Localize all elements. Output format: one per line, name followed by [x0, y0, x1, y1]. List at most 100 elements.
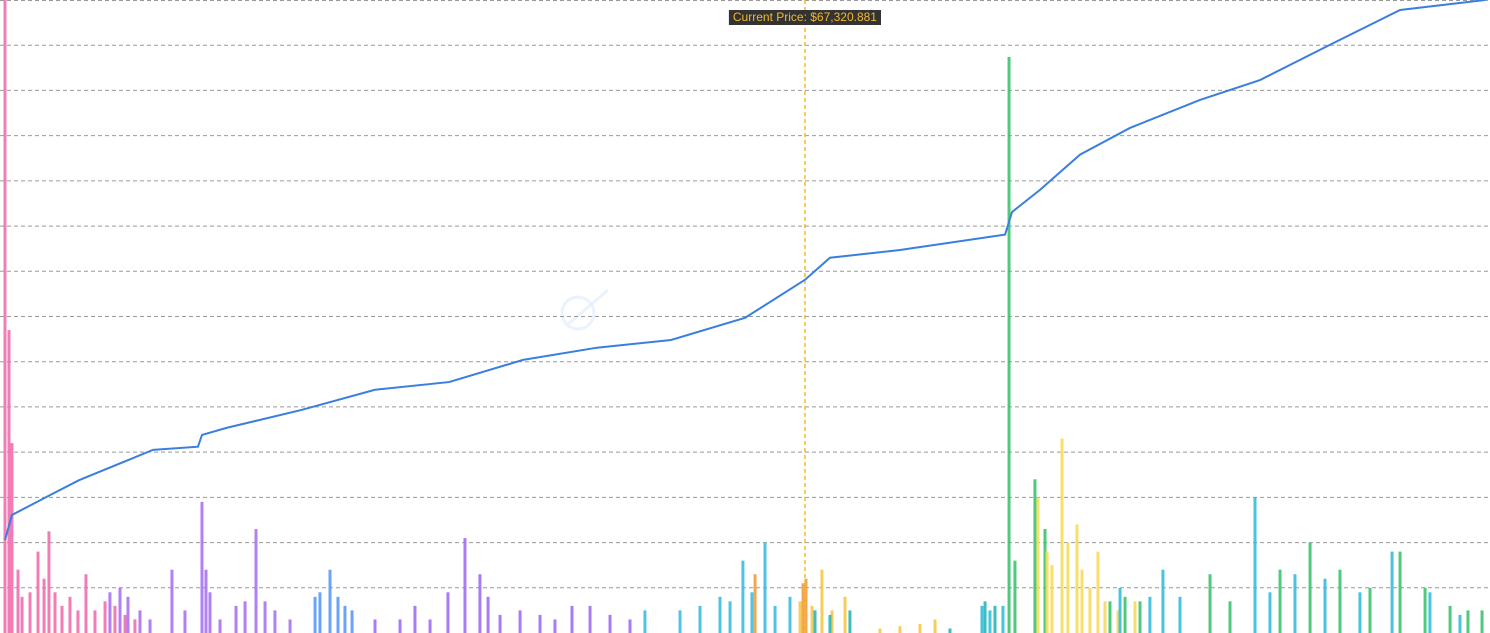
- bar: [343, 605, 347, 633]
- bar: [20, 596, 24, 633]
- bar: [1161, 569, 1165, 633]
- bar: [47, 531, 51, 633]
- bar: [36, 551, 40, 633]
- bar: [843, 596, 847, 633]
- bar: [1116, 610, 1120, 633]
- bar: [1080, 569, 1084, 633]
- bar: [60, 605, 64, 633]
- bar: [1208, 574, 1212, 633]
- bar: [608, 614, 612, 633]
- bar: [1466, 610, 1470, 633]
- bar: [788, 596, 792, 633]
- bar: [113, 605, 117, 633]
- cumulative-line: [4, 0, 1486, 541]
- bar: [10, 443, 14, 633]
- bar: [980, 605, 984, 633]
- bar: [263, 601, 267, 633]
- bar: [933, 619, 937, 633]
- bar: [763, 542, 767, 633]
- bar: [828, 614, 832, 633]
- bar: [1228, 601, 1232, 633]
- bar: [643, 610, 647, 633]
- bar: [538, 614, 542, 633]
- bar: [1293, 574, 1297, 633]
- bar: [413, 605, 417, 633]
- bar: [1060, 438, 1064, 633]
- bar: [3, 0, 7, 633]
- bar: [1323, 578, 1327, 633]
- bar: [1458, 614, 1462, 633]
- bar: [1075, 524, 1079, 633]
- bar: [804, 578, 808, 633]
- bar: [204, 569, 208, 633]
- bar: [988, 610, 992, 633]
- bar: [1103, 601, 1107, 633]
- bar: [1118, 587, 1122, 633]
- bar: [728, 601, 732, 633]
- bar: [170, 569, 174, 633]
- bar: [983, 601, 987, 633]
- bar: [1148, 596, 1152, 633]
- bar: [108, 592, 112, 633]
- bar: [373, 619, 377, 633]
- bar: [428, 619, 432, 633]
- bar: [1448, 605, 1452, 633]
- bar: [133, 619, 137, 633]
- bar: [1043, 529, 1047, 633]
- bar: [1013, 560, 1017, 633]
- bar: [288, 619, 292, 633]
- bar: [1178, 596, 1182, 633]
- bar: [588, 605, 592, 633]
- bar: [773, 605, 777, 633]
- watermark-logo: [560, 295, 596, 331]
- bar: [801, 583, 805, 633]
- bar: [1096, 551, 1100, 633]
- bar: [1036, 497, 1040, 633]
- bar: [518, 610, 522, 633]
- bar: [93, 610, 97, 633]
- bar: [103, 601, 107, 633]
- bar: [7, 330, 11, 633]
- bar: [148, 619, 152, 633]
- bar: [398, 619, 402, 633]
- bar: [1268, 592, 1272, 633]
- bar: [486, 596, 490, 633]
- bar: [718, 596, 722, 633]
- bar: [1133, 601, 1137, 633]
- bar: [1423, 587, 1427, 633]
- bar: [1045, 551, 1049, 633]
- bar: [741, 560, 745, 633]
- bar: [553, 619, 557, 633]
- bar: [878, 628, 882, 633]
- bar: [1033, 479, 1037, 633]
- current-price-label-bg: [728, 10, 881, 25]
- bar: [463, 538, 467, 633]
- bar: [234, 605, 238, 633]
- bar: [753, 574, 757, 633]
- bar: [243, 601, 247, 633]
- bar: [446, 592, 450, 633]
- bar: [126, 596, 130, 633]
- bar: [1398, 551, 1402, 633]
- bar: [118, 587, 122, 633]
- bar: [1088, 587, 1092, 633]
- bar: [698, 605, 702, 633]
- bar: [993, 605, 997, 633]
- bar: [848, 610, 852, 633]
- watermark-logo-stroke: [565, 288, 609, 328]
- bar: [813, 610, 817, 633]
- bar: [1253, 497, 1257, 633]
- bar: [318, 592, 322, 633]
- bar: [810, 605, 814, 633]
- current-price-label: Current Price: $67,320.881: [728, 10, 881, 25]
- bar: [1123, 596, 1127, 633]
- bar: [478, 574, 482, 633]
- bar: [948, 628, 952, 633]
- bar: [1278, 569, 1282, 633]
- bar: [254, 529, 258, 633]
- bar: [53, 592, 57, 633]
- bar: [273, 610, 277, 633]
- bar: [350, 610, 354, 633]
